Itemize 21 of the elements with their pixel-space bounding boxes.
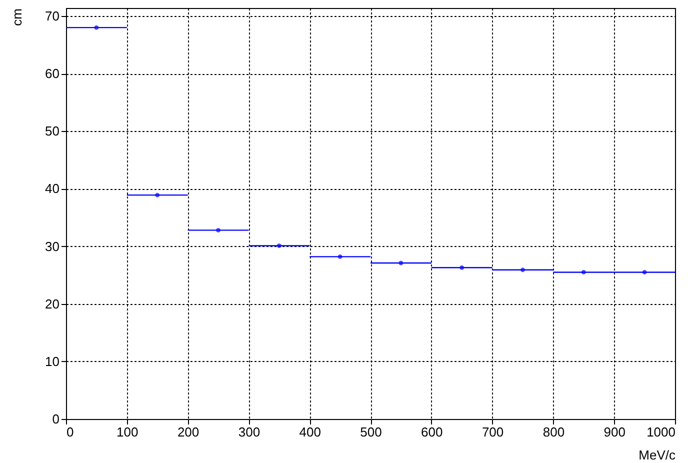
y-tick-label: 10 [45,354,60,369]
x-tick-label: 0 [66,424,74,440]
x-tick-label: 600 [421,424,443,440]
x-axis-title: MeV/c [638,448,676,462]
x-tick-label: 100 [116,424,138,440]
y-tick-label: 30 [45,238,60,254]
x-tick-label: 800 [542,424,565,440]
x-tick-label: 400 [299,424,321,440]
y-tick-label: 50 [45,124,60,139]
x-tick-label: 500 [360,424,382,440]
y-tick-label: 0 [52,412,60,426]
y-tick-label: 60 [45,66,60,82]
x-tick-label: 200 [177,424,200,440]
x-tick-label: 900 [604,424,626,440]
x-tick-label: 1000 [646,424,676,440]
y-tick-label: 20 [45,296,60,312]
y-axis-title: cm [10,8,24,26]
x-tick-label: 300 [238,424,260,440]
y-tick-label: 40 [45,181,60,196]
y-tick-label: 70 [45,8,60,24]
x-tick-label: 700 [482,424,504,440]
